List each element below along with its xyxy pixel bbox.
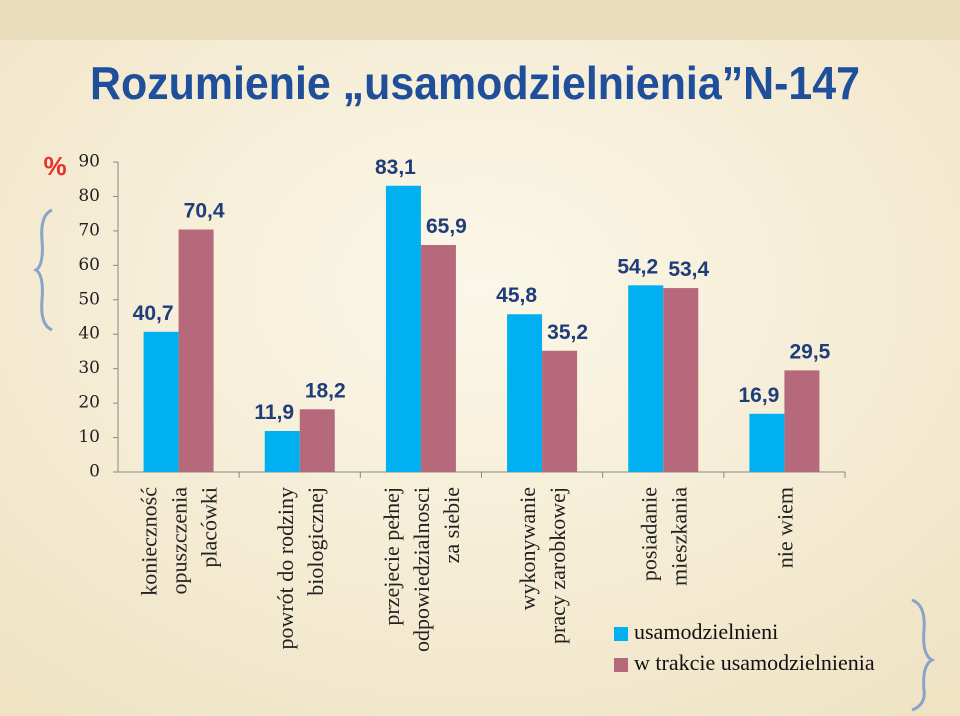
bar <box>542 350 578 472</box>
value-label: 40,7 <box>133 302 174 325</box>
x-tick-label: nie wiem <box>772 487 797 568</box>
legend-swatch <box>614 658 628 672</box>
bar <box>507 314 543 472</box>
bar <box>264 431 300 472</box>
chart-title: Rozumienie „usamodzielnienia”N-147 <box>90 57 860 109</box>
x-tick-label: powrót do rodziny biologicznej <box>273 487 328 650</box>
legend-label: usamodzielnieni <box>634 619 778 644</box>
bar <box>784 370 820 472</box>
y-axis-label: % <box>43 151 66 181</box>
x-tick-label: konieczność opuszczenia placówki <box>137 487 222 596</box>
bar <box>178 229 214 472</box>
value-label: 83,1 <box>375 156 416 179</box>
x-tick-label: przejecie pełnej odpowiedzialnosci za sieb… <box>379 487 464 652</box>
y-tick-label: 60 <box>78 255 100 275</box>
value-label: 11,9 <box>254 401 294 424</box>
x-tick-label: wykonywanie pracy zarobkowej <box>515 487 570 644</box>
bar <box>663 288 699 472</box>
brace-left <box>33 208 53 332</box>
value-label: 29,5 <box>789 340 830 363</box>
x-tick-label: posiadanie mieszkania <box>636 487 691 586</box>
bar <box>420 245 456 472</box>
bar <box>143 331 179 472</box>
value-label: 53,4 <box>668 258 709 281</box>
value-label: 18,2 <box>305 379 346 402</box>
y-tick-label: 30 <box>78 358 100 378</box>
value-label: 45,8 <box>496 284 537 307</box>
brace-right <box>911 598 936 712</box>
bar <box>385 185 421 472</box>
top-band <box>0 0 960 40</box>
y-tick-label: 70 <box>78 220 100 240</box>
legend-swatch <box>614 627 628 641</box>
y-tick-label: 40 <box>78 324 100 344</box>
y-tick-label: 10 <box>78 427 100 447</box>
bar <box>299 409 335 472</box>
y-tick-label: 90 <box>78 152 100 172</box>
y-tick-label: 50 <box>78 289 100 309</box>
y-tick-label: 20 <box>78 393 100 413</box>
value-label: 35,2 <box>547 321 588 344</box>
y-tick-label: 0 <box>89 462 100 482</box>
value-label: 16,9 <box>738 384 779 407</box>
bar <box>749 413 785 472</box>
value-label: 65,9 <box>426 215 467 238</box>
legend-label: w trakcie usamodzielnienia <box>634 650 875 675</box>
value-label: 54,2 <box>617 255 658 278</box>
y-tick-label: 80 <box>78 186 100 206</box>
value-label: 70,4 <box>184 200 225 223</box>
bar <box>628 285 664 472</box>
